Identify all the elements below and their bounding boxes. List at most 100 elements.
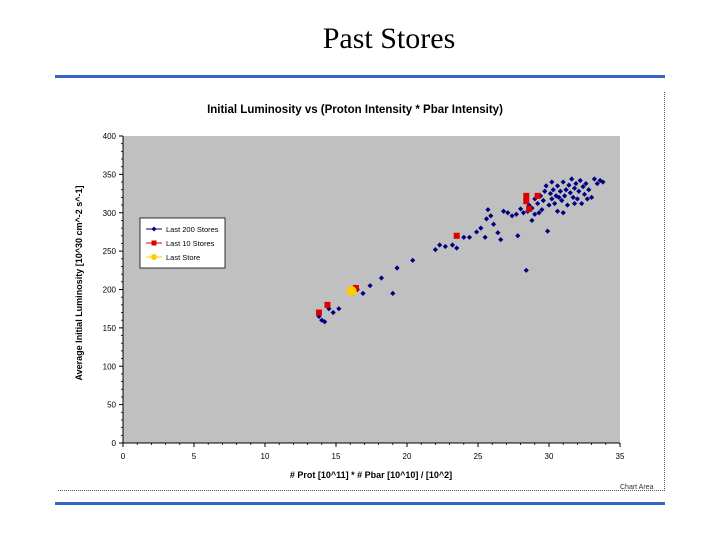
point-series-1 (390, 290, 396, 296)
point-series-1 (482, 234, 488, 240)
point-series-1 (509, 213, 515, 219)
point-series-1 (483, 216, 490, 222)
point-series-1 (367, 283, 373, 289)
point-series-1 (574, 196, 580, 202)
point-series-1 (556, 194, 562, 200)
point-series-1 (583, 180, 589, 187)
point-series-1 (485, 207, 491, 213)
point-series-1 (580, 184, 586, 190)
y-tick-label: 250 (103, 247, 117, 256)
point-series-2 (523, 192, 530, 199)
point-series-1 (536, 210, 542, 216)
y-tick-label: 100 (103, 362, 117, 371)
point-series-1 (566, 182, 572, 188)
point-series-1 (473, 229, 480, 235)
point-series-2 (534, 192, 541, 199)
point-series-1 (600, 179, 606, 185)
legend-label: Last 200 Stores (166, 225, 219, 234)
point-series-1 (553, 193, 559, 199)
point-series-1 (581, 191, 588, 197)
point-series-2 (315, 309, 322, 316)
chart-area-label: Chart Area (620, 484, 654, 491)
point-series-1 (330, 309, 336, 316)
point-series-1 (532, 196, 538, 202)
x-tick-label: 10 (261, 452, 270, 461)
point-series-1 (535, 200, 541, 207)
point-series-1 (562, 193, 568, 199)
point-series-1 (394, 265, 400, 271)
point-series-1 (449, 242, 456, 248)
x-axis-label: # Prot [10^11] * # Pbar [10^10] / [10^2] (290, 470, 452, 480)
point-series-1 (542, 188, 548, 194)
point-series-1 (544, 228, 551, 234)
point-series-1 (564, 202, 571, 208)
chart-title: Initial Luminosity vs (Proton Intensity … (207, 104, 503, 116)
point-series-1 (336, 306, 342, 312)
point-series-1 (532, 211, 538, 217)
legend-marker (151, 226, 157, 232)
point-series-1 (571, 200, 578, 207)
point-series-2 (526, 205, 533, 212)
legend-label: Last Store (166, 253, 200, 262)
y-tick-label: 200 (103, 286, 117, 295)
point-series-1 (554, 208, 561, 214)
y-tick-label: 300 (103, 209, 117, 218)
point-series-1 (437, 242, 443, 248)
legend-marker (151, 240, 157, 246)
point-series-1 (488, 213, 494, 219)
point-series-1 (515, 233, 521, 239)
point-series-1 (586, 187, 592, 193)
point-series-1 (547, 190, 554, 197)
x-tick-label: 5 (192, 452, 197, 461)
point-series-1 (540, 197, 546, 204)
point-series-1 (442, 243, 448, 250)
point-series-1 (410, 257, 416, 263)
point-series-1 (322, 319, 328, 325)
point-series-1 (584, 196, 590, 202)
point-series-1 (549, 196, 555, 202)
point-series-1 (478, 225, 484, 231)
x-tick-label: 15 (332, 452, 341, 461)
top-rule (55, 75, 665, 78)
x-tick-label: 30 (545, 452, 554, 461)
point-series-3 (346, 286, 357, 297)
point-series-1 (569, 176, 575, 182)
data-points (315, 176, 606, 325)
point-series-1 (432, 246, 438, 253)
point-series-1 (567, 190, 573, 196)
point-series-1 (571, 185, 578, 191)
point-series-1 (523, 267, 529, 273)
point-series-1 (319, 317, 325, 323)
x-tick-label: 25 (474, 452, 483, 461)
y-axis-label: Average Initial Luminosity [10^30 cm^-2 … (74, 186, 84, 381)
point-series-1 (316, 313, 322, 319)
point-series-1 (560, 179, 566, 185)
point-series-1 (560, 210, 566, 216)
point-series-1 (529, 217, 535, 224)
point-series-1 (500, 208, 507, 214)
point-series-1 (498, 237, 504, 243)
point-series-1 (539, 207, 545, 213)
point-series-1 (550, 187, 556, 193)
plot-area (123, 136, 620, 443)
point-series-1 (563, 187, 569, 193)
point-series-1 (495, 230, 501, 236)
point-series-1 (557, 188, 563, 194)
point-series-1 (577, 177, 583, 184)
point-series-1 (554, 183, 561, 189)
y-tick-label: 0 (112, 439, 117, 448)
chart-area (58, 92, 665, 491)
point-series-2 (324, 301, 331, 308)
point-series-1 (520, 210, 527, 216)
point-series-1 (513, 211, 519, 217)
legend: Last 200 Stores Last 10 Stores Last Store (139, 217, 226, 269)
y-tick-label: 350 (103, 170, 117, 179)
point-series-1 (378, 275, 385, 281)
point-series-1 (543, 183, 549, 189)
point-series-1 (461, 234, 467, 240)
point-series-2 (352, 284, 359, 291)
point-series-1 (454, 245, 460, 251)
legend-marker (151, 254, 157, 260)
point-series-2 (453, 232, 460, 239)
